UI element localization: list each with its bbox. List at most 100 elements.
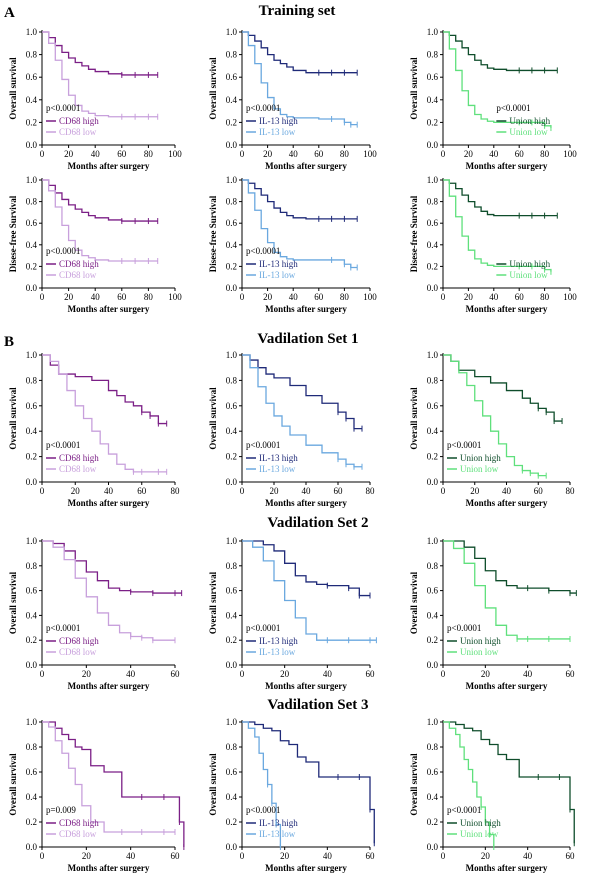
km-plot-4: 0.0 0.2 0.4 0.6 0.8 1.0 0 20 40 60 80 100 Months aft… (8, 175, 182, 314)
x-tick-label: 80 (340, 149, 350, 159)
x-tick-label: 20 (470, 486, 480, 496)
x-tick-label: 20 (481, 851, 491, 861)
y-tick-label: 1.0 (226, 717, 238, 727)
y-tick-label: 0.0 (226, 660, 238, 670)
y-tick-label: 0.8 (26, 742, 38, 752)
y-tick-label: 0.2 (427, 817, 438, 827)
km-curve-il-13-low (242, 179, 358, 269)
y-tick-label: 0.8 (26, 375, 38, 385)
x-tick-label: 0 (240, 292, 245, 302)
km-curve-cd68-low (42, 721, 175, 833)
y-axis-label: Overall survival (409, 57, 419, 120)
x-tick-label: 20 (464, 149, 474, 159)
x-tick-label: 20 (64, 292, 74, 302)
y-axis-label: Overall survival (8, 753, 18, 816)
section-title-validation-1: Vadilation Set 1 (257, 331, 358, 347)
km-curve-cd68-low (42, 31, 158, 118)
x-axis-label: Months after surgery (68, 681, 150, 691)
y-tick-label: 0.8 (427, 375, 439, 385)
y-axis-label: Overall survival (409, 571, 419, 634)
km-curve-il-13-low (242, 31, 358, 126)
x-tick-label: 0 (441, 486, 446, 496)
km-plot-6: 0.0 0.2 0.4 0.6 0.8 1.0 0 20 40 60 80 100 Months aft… (409, 175, 577, 314)
y-tick-label: 0.2 (226, 261, 237, 271)
legend-label: Union low (460, 647, 499, 657)
y-tick-label: 0.2 (26, 117, 37, 127)
x-tick-label: 20 (270, 486, 280, 496)
x-axis-label: Months after surgery (466, 863, 548, 873)
y-tick-label: 1.0 (26, 27, 38, 37)
x-tick-label: 20 (82, 851, 92, 861)
x-tick-label: 60 (366, 669, 376, 679)
y-tick-label: 1.0 (226, 27, 238, 37)
km-curve-union-low (443, 179, 552, 272)
km-plot-10: 0.0 0.2 0.4 0.6 0.8 1.0 0 20 40 60 Months after su… (8, 536, 183, 691)
y-tick-label: 0.2 (226, 817, 237, 827)
legend-label: IL-13 low (259, 464, 296, 474)
km-curve-cd68-high (42, 179, 158, 222)
km-plot-15: 0.0 0.2 0.4 0.6 0.8 1.0 0 20 40 60 Months after su… (409, 717, 575, 873)
y-tick-label: 0.6 (226, 586, 238, 596)
x-tick-label: 100 (168, 292, 182, 302)
x-tick-label: 20 (82, 669, 92, 679)
x-axis-label: Months after surgery (265, 498, 347, 508)
y-tick-label: 0.0 (226, 140, 238, 150)
legend-label: IL-13 high (259, 818, 298, 828)
y-tick-label: 0.6 (226, 72, 238, 82)
x-tick-label: 60 (566, 851, 576, 861)
legend-label: Union low (509, 270, 548, 280)
y-axis-label: Overall survival (409, 753, 419, 816)
y-tick-label: 1.0 (26, 717, 38, 727)
km-plot-9: 0.0 0.2 0.4 0.6 0.8 1.0 0 20 40 60 80 Months after … (409, 350, 575, 508)
x-axis-label: Months after surgery (265, 161, 347, 171)
x-tick-label: 100 (168, 149, 182, 159)
y-tick-label: 0.4 (226, 426, 238, 436)
km-curve-il-13-low (242, 721, 282, 847)
x-tick-label: 20 (263, 149, 273, 159)
x-tick-label: 80 (366, 486, 376, 496)
legend-label: IL-13 low (259, 647, 296, 657)
x-tick-label: 0 (40, 292, 45, 302)
x-tick-label: 40 (91, 149, 101, 159)
y-tick-label: 1.0 (26, 350, 38, 360)
x-axis-label: Months after surgery (265, 681, 347, 691)
km-curve-union-low (443, 354, 547, 477)
x-tick-label: 20 (481, 669, 491, 679)
x-axis-label: Months after surgery (466, 681, 548, 691)
x-tick-label: 20 (280, 669, 290, 679)
legend-label: IL-13 high (259, 636, 298, 646)
km-curve-union-low (443, 721, 495, 847)
x-axis-label: Months after surgery (68, 498, 150, 508)
legend-label: IL-13 high (259, 259, 298, 269)
km-plot-8: 0.0 0.2 0.4 0.6 0.8 1.0 0 20 40 60 80 Months after … (208, 350, 375, 508)
km-curve-il-13-high (242, 540, 370, 597)
x-tick-label: 80 (340, 292, 350, 302)
y-axis-label: Overall survival (208, 387, 218, 450)
x-tick-label: 20 (280, 851, 290, 861)
legend-label: IL-13 low (259, 270, 296, 280)
y-tick-label: 0.0 (226, 842, 238, 852)
km-curve-il-13-low (242, 354, 362, 468)
y-tick-label: 1.0 (427, 717, 439, 727)
km-plot-3: 0.0 0.2 0.4 0.6 0.8 1.0 0 20 40 60 80 100 Months aft… (409, 27, 577, 171)
x-tick-label: 20 (263, 292, 273, 302)
x-tick-label: 0 (240, 669, 245, 679)
legend-label: CD68 high (59, 636, 99, 646)
y-tick-label: 0.0 (427, 140, 439, 150)
y-tick-label: 0.0 (26, 477, 38, 487)
y-tick-label: 0.8 (427, 742, 439, 752)
legend-label: Union high (509, 116, 550, 126)
km-curve-il-13-high (242, 354, 362, 430)
x-tick-label: 0 (240, 149, 245, 159)
km-curve-cd68-high (42, 721, 185, 847)
x-tick-label: 0 (441, 851, 446, 861)
y-tick-label: 0.6 (226, 401, 238, 411)
y-tick-label: 0.4 (26, 426, 38, 436)
km-curve-union-high (443, 179, 558, 217)
legend-label: Union low (460, 829, 499, 839)
p-value: p<0.0001 (46, 440, 80, 450)
x-tick-label: 40 (289, 149, 299, 159)
y-tick-label: 0.8 (226, 742, 238, 752)
km-curve-union-high (443, 31, 558, 72)
x-tick-label: 0 (240, 851, 245, 861)
